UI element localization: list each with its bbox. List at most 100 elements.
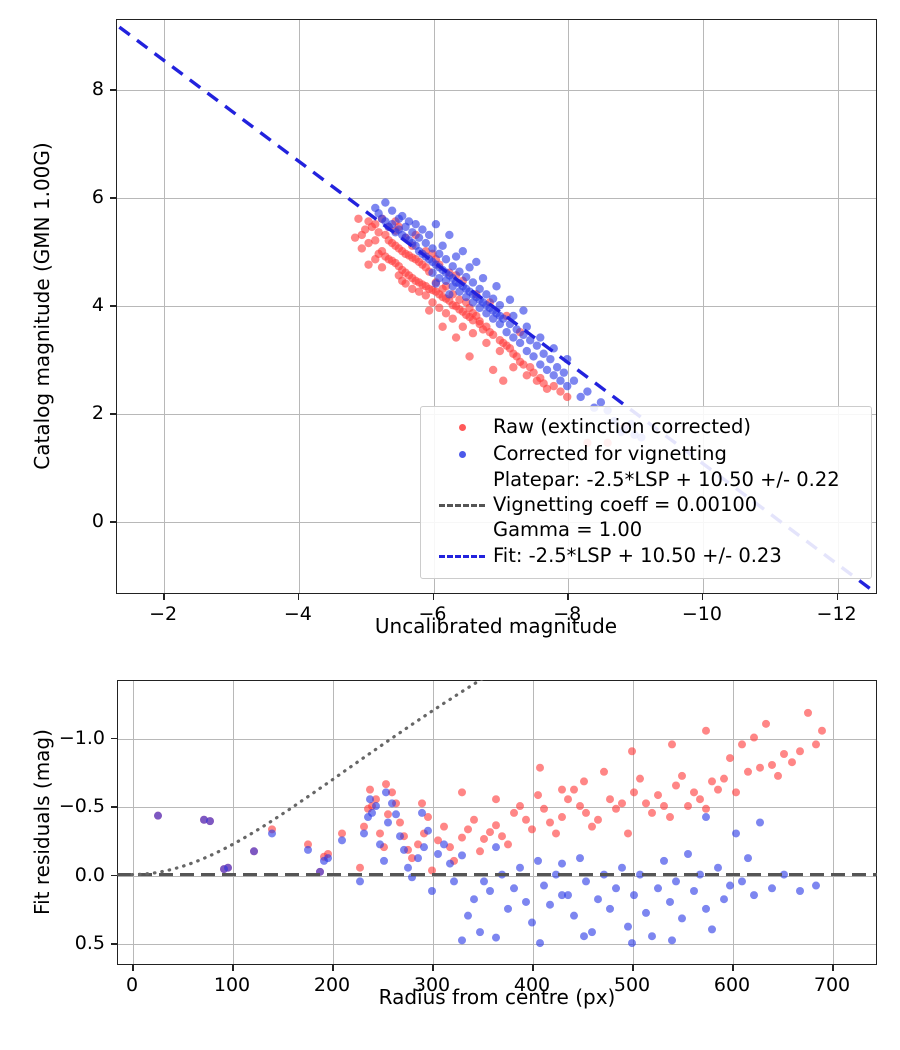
data-point <box>428 887 436 896</box>
gridline-horizontal <box>117 90 876 92</box>
data-point <box>756 818 764 827</box>
data-point <box>732 829 740 838</box>
data-point <box>304 840 312 849</box>
data-point <box>418 808 426 817</box>
data-point <box>324 854 332 863</box>
data-point <box>374 228 383 237</box>
data-point <box>458 246 468 256</box>
x-tick-label: −8 <box>553 603 582 625</box>
data-point <box>504 904 512 913</box>
data-point <box>549 381 558 391</box>
data-point <box>448 262 457 271</box>
data-point <box>458 788 466 797</box>
y-tick-mark <box>110 305 116 307</box>
data-point <box>421 291 430 300</box>
legend-row: Platepar: -2.5*LSP + 10.50 +/- 0.22 Vign… <box>431 468 861 543</box>
data-point <box>582 877 590 886</box>
data-point <box>684 850 692 859</box>
y-tick-label: 4 <box>91 294 104 317</box>
data-point <box>441 309 451 318</box>
data-point <box>542 365 552 375</box>
vignetting-curve <box>130 680 484 877</box>
data-point <box>382 780 390 789</box>
data-point <box>536 360 545 369</box>
data-point <box>563 381 572 391</box>
legend-key-corrected <box>431 451 493 458</box>
data-point <box>381 198 390 207</box>
data-point <box>648 808 656 817</box>
data-point <box>499 314 508 323</box>
data-point <box>505 295 515 304</box>
data-point <box>445 290 454 299</box>
photometry-x-axis-label: Uncalibrated magnitude <box>374 614 618 638</box>
data-point <box>384 810 392 819</box>
data-point <box>668 936 676 945</box>
data-point <box>498 832 506 841</box>
data-point <box>780 870 788 879</box>
data-point <box>206 817 214 826</box>
data-point <box>519 360 528 369</box>
data-point <box>534 791 542 800</box>
data-point <box>418 225 427 234</box>
data-point <box>504 840 512 849</box>
data-point <box>762 719 770 728</box>
data-point <box>750 733 758 742</box>
x-tick-label: −10 <box>681 603 722 625</box>
residuals-x-axis-label: Radius from centre (px) <box>378 985 616 1009</box>
data-point <box>552 363 562 372</box>
x-tick-mark <box>567 594 569 600</box>
x-tick-label: 400 <box>513 974 551 996</box>
data-point <box>446 843 454 852</box>
data-point <box>588 822 596 831</box>
data-point <box>756 763 764 772</box>
data-point <box>434 836 442 845</box>
data-point <box>470 815 478 824</box>
data-point <box>380 856 388 865</box>
data-point <box>702 726 710 735</box>
data-point <box>404 217 414 226</box>
data-point <box>338 836 346 845</box>
data-point <box>558 859 566 868</box>
data-point <box>338 829 346 838</box>
x-tick-mark <box>832 965 834 971</box>
data-point <box>529 368 538 377</box>
data-point <box>630 891 638 900</box>
data-point <box>440 822 448 831</box>
data-point <box>470 895 478 904</box>
data-point <box>714 785 722 794</box>
x-tick-label: −6 <box>418 603 447 625</box>
data-point <box>690 887 698 896</box>
data-point <box>580 777 588 786</box>
data-point <box>546 818 554 827</box>
data-point <box>364 217 373 226</box>
data-point <box>398 276 407 286</box>
data-point <box>382 788 390 797</box>
y-tick-mark <box>110 89 116 91</box>
data-point <box>480 877 488 886</box>
data-point <box>434 850 442 859</box>
data-point <box>774 771 782 780</box>
x-tick-mark <box>632 965 634 971</box>
data-point <box>492 821 500 830</box>
data-point <box>468 316 478 325</box>
data-point <box>478 273 488 283</box>
data-point <box>525 336 535 345</box>
data-point <box>377 263 387 272</box>
gridline-vertical <box>433 681 434 964</box>
data-point <box>366 785 374 794</box>
data-point <box>636 774 644 783</box>
x-tick-mark <box>532 965 534 971</box>
data-point <box>356 863 364 872</box>
data-point <box>364 260 373 269</box>
data-point <box>804 708 812 717</box>
x-tick-mark <box>332 965 334 971</box>
gridline-vertical <box>833 681 834 964</box>
raw-marker-icon <box>458 424 466 431</box>
data-point <box>360 829 368 838</box>
data-point <box>569 376 579 385</box>
data-point <box>499 338 508 348</box>
data-point <box>612 884 620 893</box>
data-point <box>435 303 444 313</box>
legend-row: Corrected for vignetting <box>431 441 861 468</box>
data-point <box>512 352 521 361</box>
